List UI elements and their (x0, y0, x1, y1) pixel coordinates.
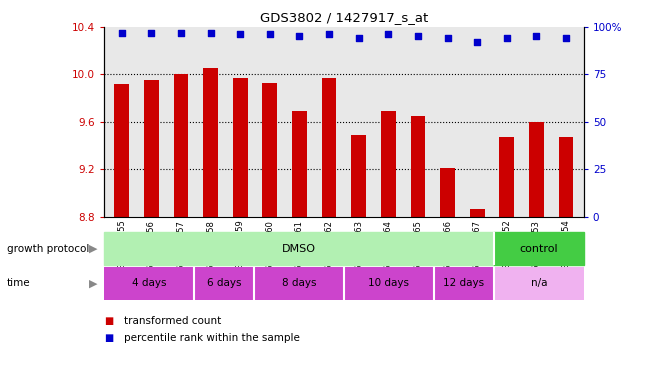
Bar (254, 267, 344, 300)
Text: 4 days: 4 days (132, 278, 166, 288)
Text: 6 days: 6 days (207, 278, 241, 288)
Bar (114, 84, 130, 217)
Point (531, 33, 541, 40)
Bar (434, 267, 494, 300)
Text: ▶: ▶ (89, 243, 97, 254)
Text: control: control (519, 243, 558, 254)
Bar (494, 232, 584, 265)
Text: 10 days: 10 days (368, 278, 409, 288)
Point (235, 31, 246, 38)
Text: ■: ■ (104, 316, 113, 326)
Text: 8 days: 8 days (282, 278, 316, 288)
Bar (470, 209, 484, 217)
Point (146, 30, 157, 36)
Text: time: time (7, 278, 30, 288)
Bar (344, 267, 434, 300)
Bar (292, 111, 307, 217)
Bar (381, 111, 396, 217)
Bar (262, 83, 277, 217)
Bar (144, 80, 159, 217)
Point (472, 39, 482, 45)
Text: ▶: ▶ (89, 278, 97, 288)
Bar (494, 267, 584, 300)
Text: growth protocol: growth protocol (7, 243, 89, 254)
Bar (558, 137, 574, 217)
Bar (194, 267, 254, 300)
Text: percentile rank within the sample: percentile rank within the sample (124, 333, 300, 343)
Text: GDS3802 / 1427917_s_at: GDS3802 / 1427917_s_at (260, 12, 428, 25)
Bar (104, 267, 194, 300)
Point (413, 33, 423, 40)
Text: transformed count: transformed count (124, 316, 221, 326)
Bar (104, 232, 494, 265)
Point (323, 31, 334, 38)
Point (383, 31, 394, 38)
Point (561, 35, 572, 41)
Bar (352, 135, 366, 217)
Point (205, 30, 216, 36)
Point (176, 30, 187, 36)
Text: 12 days: 12 days (444, 278, 484, 288)
Point (354, 35, 364, 41)
Text: ■: ■ (104, 333, 113, 343)
Bar (440, 168, 455, 217)
Text: n/a: n/a (531, 278, 547, 288)
Bar (203, 68, 218, 217)
Bar (499, 137, 514, 217)
Bar (233, 78, 248, 217)
Point (294, 33, 305, 40)
Bar (174, 74, 189, 217)
Bar (411, 116, 425, 217)
Point (116, 30, 127, 36)
Bar (321, 78, 336, 217)
Text: DMSO: DMSO (282, 243, 316, 254)
Point (442, 35, 453, 41)
Bar (529, 122, 544, 217)
Point (264, 31, 275, 38)
Point (501, 35, 512, 41)
